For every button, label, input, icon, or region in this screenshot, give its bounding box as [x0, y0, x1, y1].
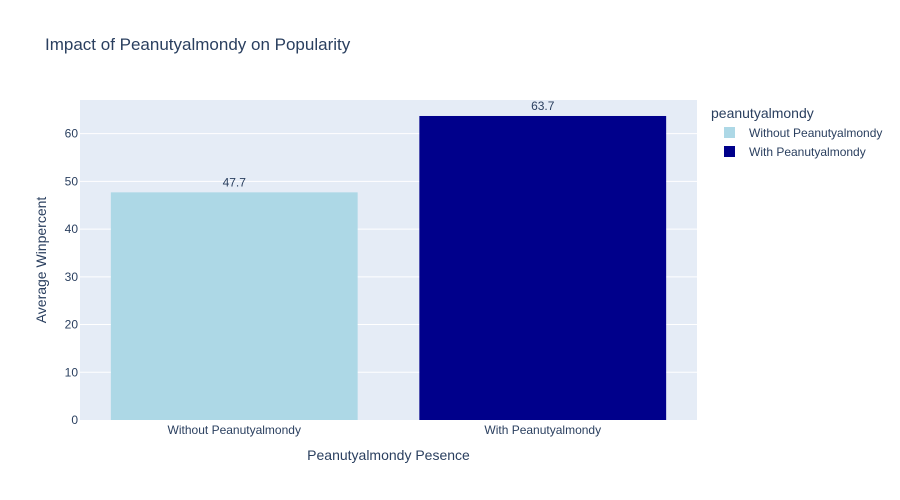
y-tick-label: 30 — [65, 270, 79, 284]
y-tick-label: 60 — [65, 127, 79, 141]
y-tick-label: 50 — [65, 174, 79, 188]
bars — [110, 115, 667, 420]
legend-swatch[interactable] — [724, 127, 735, 138]
bar — [419, 115, 667, 420]
y-axis-ticks: 0 10 20 30 40 50 60 — [65, 127, 79, 427]
legend-title: peanutyalmondy — [711, 105, 814, 121]
x-axis-ticks: Without Peanutyalmondy With Peanutyalmond… — [168, 423, 602, 437]
y-axis-title: Average Winpercent — [33, 197, 49, 324]
bar-value-label: 63.7 — [531, 99, 555, 113]
x-tick-label: With Peanutyalmondy — [484, 423, 601, 437]
legend-label[interactable]: Without Peanutyalmondy — [749, 126, 882, 140]
bar-value-labels: 47.7 63.7 — [223, 99, 555, 189]
chart-title: Impact of Peanutyalmondy on Popularity — [45, 35, 351, 54]
x-tick-label: Without Peanutyalmondy — [168, 423, 301, 437]
bar — [110, 192, 358, 420]
y-tick-label: 20 — [65, 318, 79, 332]
legend: peanutyalmondy Without PeanutyalmondyWit… — [711, 105, 882, 159]
legend-label[interactable]: With Peanutyalmondy — [749, 145, 866, 159]
bar-value-label: 47.7 — [223, 175, 247, 189]
legend-items: Without Peanutyalmondy With Peanutyalmond… — [724, 126, 882, 159]
y-tick-label: 40 — [65, 222, 79, 236]
legend-swatch[interactable] — [724, 146, 735, 157]
x-axis-title: Peanutyalmondy Pesence — [307, 447, 470, 463]
y-tick-label: 0 — [71, 413, 78, 427]
y-tick-label: 10 — [65, 365, 79, 379]
